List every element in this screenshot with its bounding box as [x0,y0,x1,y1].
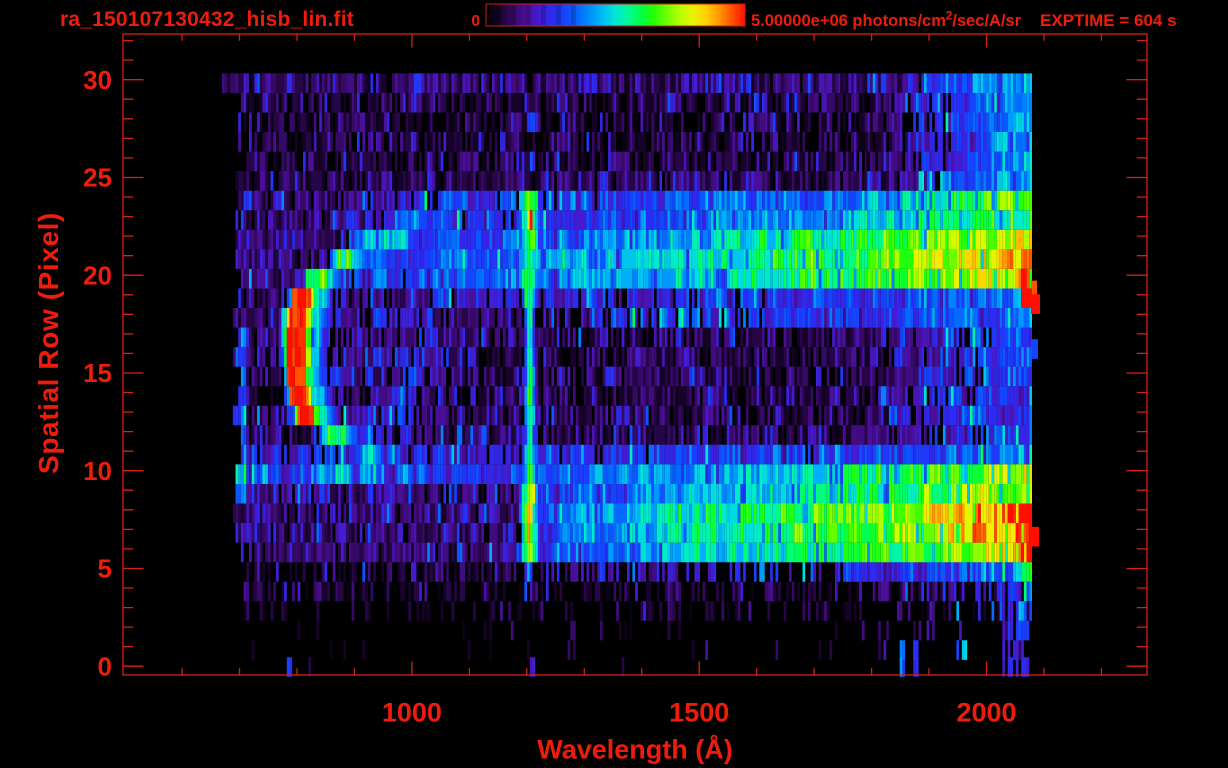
svg-text:5.00000e+06 photons/cm2/sec/A/: 5.00000e+06 photons/cm2/sec/A/sr [751,10,1022,30]
svg-text:Wavelength (Å): Wavelength (Å) [537,734,733,765]
svg-text:5: 5 [98,554,112,584]
svg-text:1000: 1000 [382,698,442,728]
svg-text:0: 0 [98,651,112,681]
svg-text:30: 30 [83,65,112,95]
svg-text:2000: 2000 [956,698,1016,728]
svg-text:Spatial Row (Pixel): Spatial Row (Pixel) [33,212,64,474]
svg-text:0: 0 [471,13,480,30]
svg-text:ra_150107130432_hisb_lin.fit: ra_150107130432_hisb_lin.fit [60,8,354,31]
svg-text:10: 10 [83,456,112,486]
svg-text:EXPTIME = 604 s: EXPTIME = 604 s [1040,11,1177,30]
svg-text:1500: 1500 [669,698,729,728]
svg-text:25: 25 [83,163,112,193]
svg-text:20: 20 [83,260,112,290]
svg-text:15: 15 [83,358,112,388]
